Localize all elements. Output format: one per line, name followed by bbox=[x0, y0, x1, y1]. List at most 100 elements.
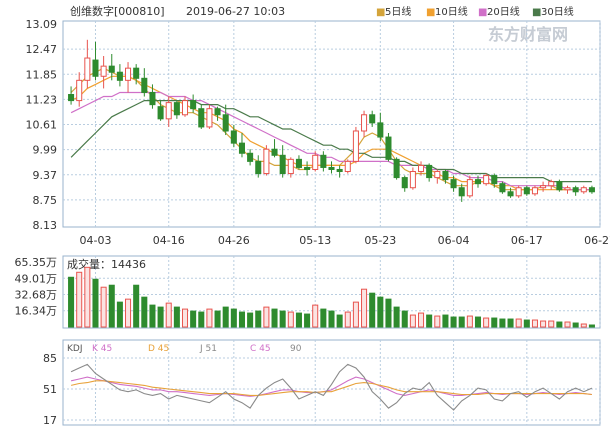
candle-down bbox=[255, 160, 262, 175]
candle-up bbox=[409, 171, 416, 189]
ma20-line bbox=[70, 91, 592, 191]
volume-bar bbox=[344, 311, 351, 328]
date-tick-label: 04-26 bbox=[218, 234, 250, 247]
candle-down bbox=[556, 181, 563, 191]
candle-down bbox=[426, 164, 433, 179]
candle-down bbox=[499, 183, 506, 193]
kdj-title-item: C 45 bbox=[250, 344, 271, 354]
candle-up bbox=[181, 100, 189, 116]
candle-up bbox=[344, 160, 351, 173]
volume-tick-label: 32.68万 bbox=[15, 288, 58, 301]
volume-bar bbox=[548, 320, 555, 328]
candle-down bbox=[523, 187, 530, 195]
stock-title: 创维数字[000810] bbox=[70, 4, 165, 18]
candle-up bbox=[548, 181, 555, 187]
volume-bar bbox=[588, 324, 595, 328]
candle-down bbox=[68, 94, 75, 102]
volume-bar bbox=[556, 321, 563, 328]
date-tick-label: 05-23 bbox=[364, 234, 396, 247]
price-tick-label: 10.61 bbox=[26, 119, 58, 132]
price-tick-label: 11.23 bbox=[26, 93, 58, 106]
volume-bar bbox=[531, 319, 538, 328]
candle-down bbox=[198, 108, 205, 128]
candle-up bbox=[287, 158, 294, 175]
kdj-tick-label: 51 bbox=[43, 383, 57, 396]
kdj-k-line bbox=[70, 376, 592, 397]
candle-down bbox=[588, 187, 595, 193]
volume-bar bbox=[564, 321, 571, 328]
price-tick-label: 12.47 bbox=[26, 43, 58, 56]
volume-bar bbox=[84, 266, 91, 328]
volume-title: 成交量：14436 bbox=[67, 257, 146, 271]
ma-legend-swatch: ■ bbox=[532, 7, 541, 18]
volume-bar bbox=[190, 310, 197, 328]
volume-bar bbox=[515, 318, 522, 328]
volume-bar bbox=[328, 310, 335, 328]
ma-legend-label: 20日线 bbox=[487, 5, 520, 18]
volume-bar bbox=[450, 316, 457, 328]
volume-bar bbox=[352, 301, 359, 328]
volume-bar bbox=[76, 271, 83, 328]
volume-bar bbox=[238, 311, 245, 328]
volume-bar bbox=[385, 298, 392, 328]
volume-bar bbox=[92, 278, 99, 328]
candle-down bbox=[214, 108, 221, 116]
volume-bar bbox=[230, 308, 237, 328]
kdj-y-axis: 85 51 17 bbox=[43, 352, 57, 427]
ma-legend-swatch: ■ bbox=[426, 7, 435, 18]
volume-bar bbox=[418, 312, 425, 328]
volume-bar bbox=[222, 306, 229, 328]
volume-tick-label: 16.34万 bbox=[15, 305, 58, 318]
kdj-tick-label: 17 bbox=[43, 414, 57, 427]
volume-bar bbox=[393, 306, 400, 328]
candle-down bbox=[491, 175, 498, 185]
volume-bar bbox=[141, 296, 148, 328]
volume-bar bbox=[361, 288, 368, 328]
ma-legend-swatch: ■ bbox=[478, 7, 487, 18]
date-tick-label: 06-27 bbox=[584, 234, 610, 247]
candle-down bbox=[377, 122, 384, 138]
candle-down bbox=[336, 168, 343, 173]
candle-down bbox=[238, 142, 245, 154]
candle-down bbox=[385, 136, 392, 160]
candle-down bbox=[401, 177, 408, 189]
volume-bar bbox=[116, 301, 123, 328]
candle-up bbox=[352, 130, 359, 162]
volume-bar bbox=[165, 302, 172, 328]
ma-legend-label: 5日线 bbox=[385, 5, 411, 18]
date-tick-label: 05-13 bbox=[299, 234, 331, 247]
price-tick-label: 8.13 bbox=[33, 219, 58, 232]
volume-bar bbox=[271, 308, 278, 328]
volume-bar bbox=[100, 286, 107, 328]
date-tick-label: 04-03 bbox=[80, 234, 112, 247]
volume-bar bbox=[434, 315, 441, 328]
candle-down bbox=[442, 171, 449, 181]
candle-up bbox=[125, 67, 132, 81]
volume-bar bbox=[491, 317, 498, 328]
chart-datetime: 2019-06-27 10:03 bbox=[186, 5, 285, 18]
volume-bar bbox=[523, 319, 530, 328]
volume-bar bbox=[320, 308, 327, 328]
candle-up bbox=[531, 187, 538, 195]
volume-bar bbox=[263, 306, 270, 328]
volume-bar bbox=[198, 311, 205, 328]
candle-down bbox=[450, 179, 457, 189]
volume-bar bbox=[474, 316, 482, 328]
candle-down bbox=[173, 102, 180, 116]
price-tick-label: 13.09 bbox=[26, 18, 58, 31]
ma-legend: ■ 5日线 ■ 10日线 ■ 20日线 ■ 30日线 bbox=[376, 5, 574, 18]
candle-up bbox=[84, 57, 91, 81]
volume-bars bbox=[68, 266, 595, 328]
price-tick-label: 9.37 bbox=[33, 169, 58, 182]
candle-up bbox=[76, 79, 83, 102]
candle-up bbox=[564, 187, 571, 191]
candle-up bbox=[100, 65, 107, 77]
candle-down bbox=[230, 130, 237, 144]
volume-bar bbox=[133, 284, 140, 328]
kdj-d-line bbox=[70, 380, 592, 396]
volume-bar bbox=[458, 316, 465, 328]
chart-header: 创维数字[000810] 2019-06-27 10:03 ■ 5日线 ■ 10日线 ■… bbox=[70, 4, 574, 18]
candle-up bbox=[361, 114, 368, 132]
volume-bar bbox=[173, 306, 180, 328]
candle-up bbox=[580, 187, 587, 193]
